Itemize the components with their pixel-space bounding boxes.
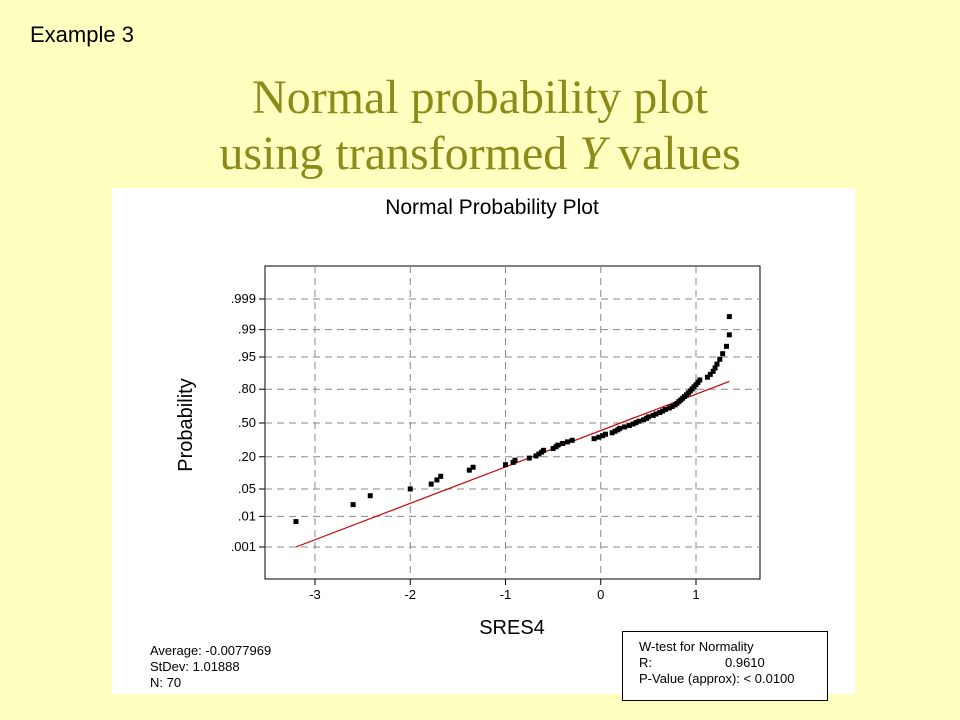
data-point [726,332,732,338]
data-point [697,377,703,383]
data-point [650,412,656,418]
data-point [407,486,413,492]
data-point [564,439,570,445]
chart-title: Normal Probability Plot [385,196,599,219]
data-point [503,462,508,468]
stat-n: N: 70 [150,675,182,690]
wtest-p-value: < 0.0100 [743,671,795,686]
slide-title-line2: using transformed Y values [0,126,960,182]
x-tick-label: 0 [597,587,604,602]
data-point [636,418,642,424]
data-point [717,356,723,362]
y-tick-label: .95 [238,349,256,364]
slide-title-italic-y: Y [579,127,606,180]
y-tick-label: .01 [238,508,256,523]
data-point [622,424,628,430]
data-point [596,434,602,440]
y-tick-label: .20 [238,449,256,464]
x-tick-label: -1 [500,587,512,602]
data-point [438,473,444,479]
x-axis-label: SRES4 [479,617,545,639]
data-point [707,371,713,377]
slide-title: Normal probability plot using transforme… [0,70,960,182]
data-point [653,411,659,417]
x-tick-label: 1 [692,587,699,602]
data-point [550,446,556,452]
y-tick-label: .99 [238,322,256,337]
data-point [526,455,532,461]
data-point [710,368,716,374]
data-point [660,408,666,414]
y-axis-label: Probability [175,378,197,471]
data-point [591,436,597,442]
data-point [669,403,675,409]
y-tick-label: .001 [231,539,256,554]
data-point [704,374,710,380]
data-point [466,467,472,473]
wtest-r-row: R: 0.9610 [639,655,827,671]
wtest-p-row: P-Value (approx): < 0.0100 [639,671,827,687]
summary-stats: Average: -0.0077969 StDev: 1.01888 N: 70 [150,643,271,691]
data-point [560,440,566,446]
data-point [434,477,440,483]
stat-stdev: StDev: 1.01888 [150,659,240,674]
wtest-box: W-test for Normality R: 0.9610 P-Value (… [622,631,828,701]
data-point [569,437,575,443]
wtest-r-label: R: [639,655,652,670]
data-point [470,464,476,470]
data-point [603,431,609,437]
data-point [641,417,647,423]
data-point [617,425,623,431]
wtest-r-value: 0.9610 [725,655,765,670]
data-point [536,451,542,457]
data-point [600,433,606,439]
plot-panel: Normal Probability Plot -3 -2 -1 0 1 .001 .01 .0… [112,188,855,701]
y-tick-label: .05 [238,481,256,496]
data-point [657,410,663,416]
data-point [630,421,636,427]
wtest-title: W-test for Normality [639,639,754,654]
data-point [555,442,561,448]
data-point [533,453,539,459]
data-point [633,420,639,426]
y-tick-label: .999 [231,291,256,306]
data-point [367,493,373,499]
slide-title-line2-suffix: values [606,127,741,180]
data-point [612,428,618,434]
data-point [663,406,669,412]
data-point [712,365,718,371]
x-tick-label: -2 [404,587,416,602]
example-label: Example 3 [30,22,134,47]
data-point [666,405,672,411]
data-point [350,502,356,508]
data-point [609,430,615,436]
y-tick-label: .80 [238,381,256,396]
data-point [626,423,632,429]
data-point [293,519,299,525]
data-point [720,351,726,357]
stat-average: Average: -0.0077969 [150,643,272,658]
normal-probability-chart: Normal Probability Plot -3 -2 -1 0 1 .001 .01 .0… [175,196,761,639]
x-tick-label: -3 [309,587,321,602]
slide-title-line1: Normal probability plot [252,71,708,124]
wtest-p-label: P-Value (approx): [639,671,740,686]
data-point [428,481,434,487]
data-point [541,447,547,453]
data-point [512,457,518,463]
data-point [726,314,732,320]
slide-title-line2-prefix: using transformed [219,127,580,180]
data-point [723,343,729,349]
data-point [714,361,720,367]
y-tick-label: .50 [238,415,256,430]
data-point [645,414,651,420]
